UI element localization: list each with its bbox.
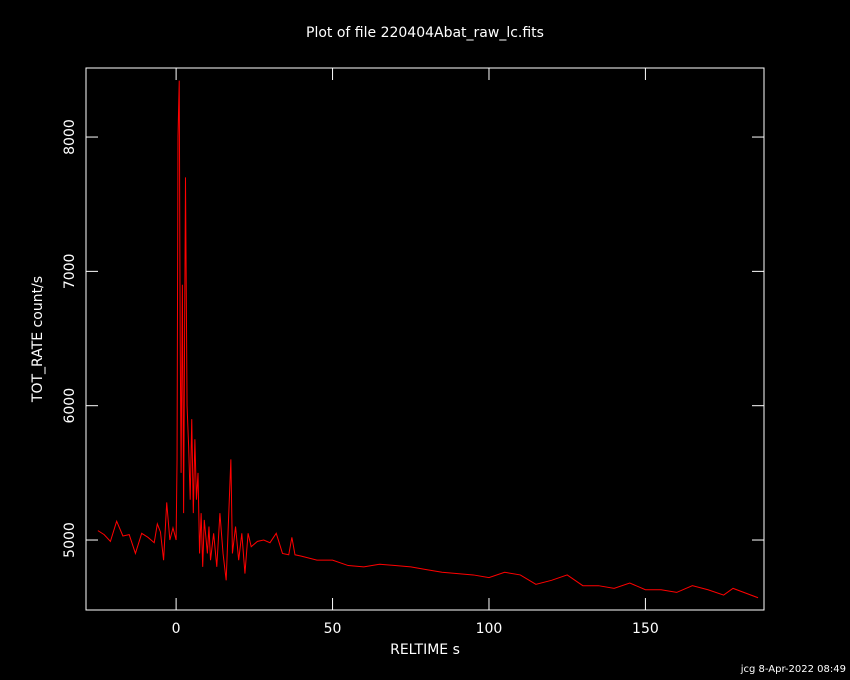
plot-frame	[85, 67, 765, 611]
y-tick-label: 8000	[62, 119, 78, 155]
y-tick-label: 7000	[62, 254, 78, 290]
chart-title: Plot of file 220404Abat_raw_lc.fits	[306, 25, 544, 41]
y-tick-label: 5000	[62, 522, 78, 558]
x-axis-label: RELTIME s	[390, 642, 460, 658]
x-tick-label: 50	[324, 621, 342, 637]
x-tick-label: 150	[632, 621, 659, 637]
footer: jcg 8-Apr-2022 08:49	[740, 664, 846, 675]
x-tick-label: 100	[476, 621, 503, 637]
x-tick-label: 0	[172, 621, 181, 637]
y-tick-label: 6000	[62, 388, 78, 424]
y-axis-label: TOT_RATE count/s	[30, 276, 46, 403]
data-line	[97, 80, 759, 599]
